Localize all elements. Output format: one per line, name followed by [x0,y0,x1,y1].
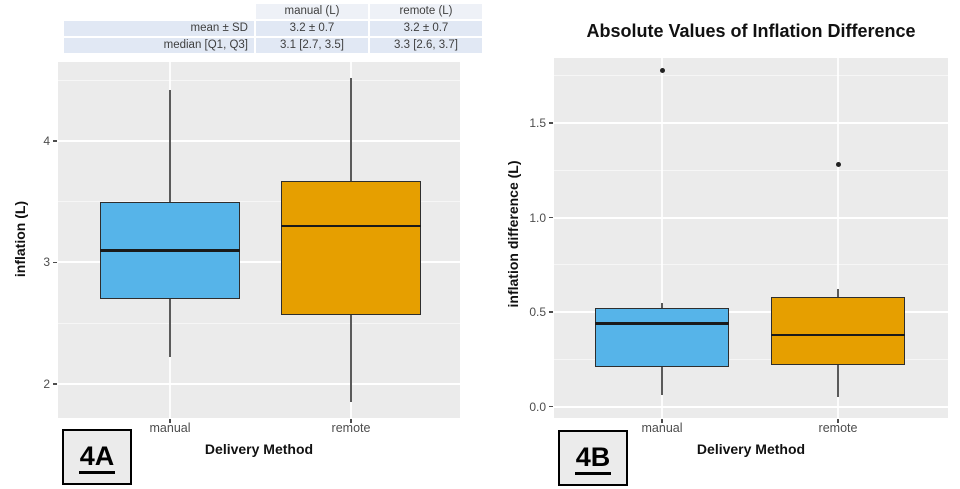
gridline-minor [554,358,948,360]
stats-median-row: median [Q1, Q3] 3.1 [2.7, 3.5] 3.3 [2.6,… [64,38,482,53]
gridline-major [58,382,460,385]
gridline-minor [554,169,948,171]
figure-label-4a-text: 4A [78,441,116,474]
y-axis-title: inflation (L) [12,200,28,278]
manual-median-line [595,322,729,325]
manual-outlier-point [659,67,665,73]
y-axis-tick [53,140,57,142]
gridline-major [554,216,948,219]
stats-median-remote: 3.3 [2.6, 3.7] [370,38,482,53]
gridline-minor [554,264,948,266]
remote-outlier-point [835,162,841,168]
stats-mean-manual: 3.2 ± 0.7 [256,21,368,36]
figure-label-4a: 4A [62,429,132,485]
x-axis-tick [169,419,171,423]
y-axis-tick [53,261,57,264]
remote-box [281,181,421,315]
remote-median-line [771,333,905,337]
gridline-minor [58,79,460,81]
gridline-minor [58,322,460,324]
gridline-category [837,58,839,418]
y-axis-tick [53,383,57,385]
stats-median-label: median [Q1, Q3] [64,38,254,53]
x-tick-label: manual [149,421,191,435]
y-axis-tick [549,122,553,124]
manual-box [595,308,729,367]
y-tick-label: 2 [43,376,50,391]
summary-stats-table: manual (L) remote (L) mean ± SD 3.2 ± 0.… [62,2,484,55]
y-tick-label: 3 [43,255,50,270]
figure-label-4b: 4B [558,430,628,486]
x-tick-label: manual [641,421,683,435]
y-tick-label: 0.5 [529,305,546,320]
x-tick-label: remote [331,421,371,435]
stats-header-row: manual (L) remote (L) [64,4,482,19]
y-axis-tick [549,405,553,408]
stats-corner-cell [64,4,254,19]
remote-median-line [281,224,421,228]
manual-median-line [100,249,240,252]
stats-col-header-manual: manual (L) [256,4,368,19]
gridline-major [554,122,948,125]
chart-title: Absolute Values of Inflation Difference [586,21,916,41]
x-axis-tick [837,419,839,423]
gridline-major [554,405,948,408]
stats-col-header-remote: remote (L) [370,4,482,19]
figure-label-4b-text: 4B [574,442,612,475]
y-tick-label: 1.0 [529,210,546,225]
gridline-minor [58,201,460,203]
gridline-major [58,139,460,142]
y-axis-title: inflation difference (L) [505,160,521,308]
remote-box [771,297,905,366]
x-tick-label: remote [818,421,858,435]
x-axis-tick [661,419,663,423]
y-tick-label: 1.5 [529,116,546,131]
y-axis-tick [549,216,553,219]
stats-mean-remote: 3.2 ± 0.7 [370,21,482,36]
stats-mean-row: mean ± SD 3.2 ± 0.7 3.2 ± 0.7 [64,21,482,36]
gridline-major [58,261,460,264]
gridline-category [661,58,663,418]
stats-median-manual: 3.1 [2.7, 3.5] [256,38,368,53]
stats-mean-label: mean ± SD [64,21,254,36]
y-axis-tick [549,311,553,313]
x-axis-title: Delivery Method [696,441,806,457]
y-tick-label: 0.0 [529,399,546,414]
x-axis-title: Delivery Method [204,441,314,457]
gridline-minor [554,75,948,77]
gridline-major [554,311,948,314]
x-axis-tick [350,419,352,423]
y-tick-label: 4 [43,133,50,148]
